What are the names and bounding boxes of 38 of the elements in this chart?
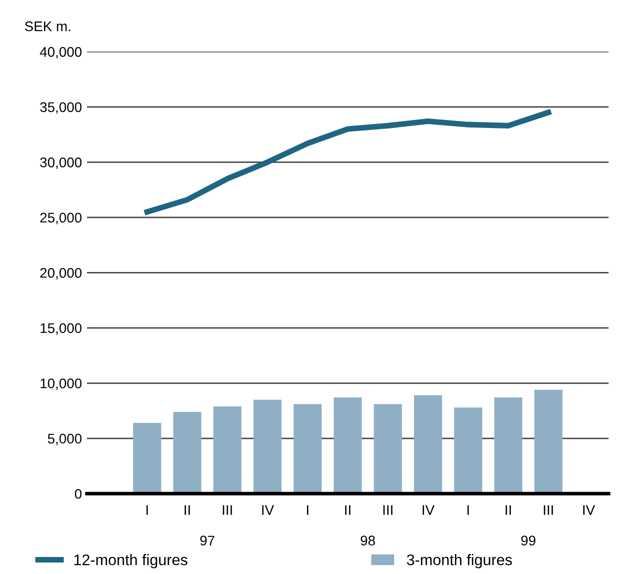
x-tick-label: IV xyxy=(262,505,274,515)
bar xyxy=(253,400,282,494)
x-tick-label: II xyxy=(345,505,350,515)
x-tick-label: III xyxy=(222,505,232,515)
text: 97 xyxy=(200,536,214,546)
y-tick-label: 0 xyxy=(74,488,82,499)
y-tick-label: 30,000 xyxy=(40,157,82,169)
y-tick-label: 15,000 xyxy=(40,323,82,335)
text: 98 xyxy=(360,536,375,546)
bar xyxy=(334,398,362,494)
x-tick-label: IV xyxy=(422,505,435,515)
legend-label: 12-month figures xyxy=(74,554,188,568)
legend-label: 3-month figures xyxy=(406,554,512,568)
x-tick-label: II xyxy=(506,505,511,515)
y-tick-label: 5,000 xyxy=(48,434,82,446)
x-tick-label: III xyxy=(544,505,553,515)
x-tick-label: IV xyxy=(583,505,596,515)
bar xyxy=(414,395,442,494)
y-tick-label: 40,000 xyxy=(40,46,82,58)
x-tick-label: III xyxy=(383,505,392,515)
bar xyxy=(213,406,242,494)
y-tick-label: 20,000 xyxy=(40,268,82,280)
bar xyxy=(374,404,402,494)
text: 99 xyxy=(521,536,536,546)
y-tick-label: 25,000 xyxy=(40,212,82,224)
bar xyxy=(454,407,482,494)
bar xyxy=(173,412,202,494)
bar xyxy=(494,398,522,494)
x-tick-label: I xyxy=(467,505,469,515)
x-tick-label: II xyxy=(184,505,190,515)
y-tick-label: 35,000 xyxy=(40,102,82,114)
y-tick-label: 10,000 xyxy=(40,378,82,390)
x-tick-label: I xyxy=(146,505,148,515)
bar xyxy=(534,390,562,494)
bar xyxy=(294,404,322,494)
bar xyxy=(133,422,162,494)
x-tick-label: I xyxy=(306,505,308,515)
y-axis-title: SEK m. xyxy=(24,21,70,32)
